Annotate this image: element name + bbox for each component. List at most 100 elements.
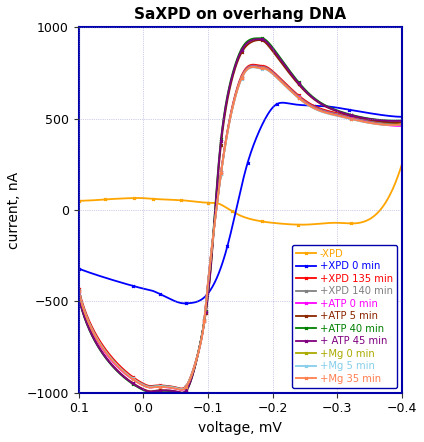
- +Mg 35 min: [254, 65, 259, 70]
- +Mg 0 min: [399, 122, 404, 127]
- +ATP 0 min: [175, 387, 180, 392]
- +Mg 5 min: [151, 384, 156, 389]
- +ATP 0 min: [237, 80, 242, 85]
- +XPD 0 min: [264, 113, 269, 118]
- + ATP 45 min: [237, 52, 242, 57]
- +ATP 40 min: [273, 48, 278, 53]
- +ATP 0 min: [251, 64, 256, 69]
- +Mg 35 min: [208, 255, 213, 261]
- +ATP 0 min: [151, 385, 156, 390]
- +XPD 140 min: [175, 385, 180, 391]
- +XPD 135 min: [76, 286, 81, 291]
- +XPD 135 min: [208, 255, 213, 260]
- X-axis label: voltage, mV: voltage, mV: [198, 421, 282, 435]
- +Mg 35 min: [273, 73, 278, 78]
- +Mg 5 min: [179, 387, 184, 392]
- Line: +Mg 0 min: +Mg 0 min: [77, 65, 403, 391]
- +XPD 140 min: [251, 63, 256, 68]
- +Mg 5 min: [399, 122, 404, 127]
- +ATP 5 min: [151, 388, 156, 393]
- + ATP 45 min: [76, 293, 81, 299]
- +Mg 0 min: [251, 64, 256, 69]
- -XPD: [399, 162, 404, 167]
- + ATP 45 min: [179, 390, 184, 396]
- +ATP 40 min: [179, 391, 184, 396]
- +XPD 140 min: [208, 255, 213, 260]
- +ATP 5 min: [179, 390, 184, 395]
- +Mg 5 min: [237, 81, 242, 86]
- +XPD 140 min: [76, 288, 81, 293]
- +Mg 35 min: [399, 122, 404, 127]
- +XPD 0 min: [183, 301, 188, 306]
- Y-axis label: current, nA: current, nA: [7, 171, 21, 248]
- +ATP 5 min: [211, 232, 216, 238]
- +Mg 5 min: [175, 386, 180, 391]
- +Mg 0 min: [175, 386, 180, 391]
- +ATP 0 min: [399, 123, 404, 129]
- +XPD 0 min: [399, 114, 404, 119]
- +XPD 0 min: [215, 273, 220, 278]
- +XPD 0 min: [280, 100, 285, 105]
- +Mg 0 min: [151, 384, 156, 389]
- +XPD 140 min: [399, 121, 404, 126]
- +XPD 135 min: [151, 383, 156, 389]
- Legend: -XPD, +XPD 0 min, +XPD 135 min, +XPD 140 min, +ATP 0 min, +ATP 5 min, +ATP 40 mi: -XPD, +XPD 0 min, +XPD 135 min, +XPD 140…: [292, 245, 397, 388]
- +ATP 5 min: [273, 52, 278, 57]
- +Mg 0 min: [273, 73, 278, 78]
- +ATP 40 min: [254, 36, 259, 41]
- Line: + ATP 45 min: + ATP 45 min: [77, 38, 403, 394]
- +XPD 135 min: [399, 120, 404, 125]
- +ATP 5 min: [237, 54, 242, 59]
- -XPD: [142, 195, 147, 201]
- +XPD 0 min: [151, 289, 156, 294]
- Title: SaXPD on overhang DNA: SaXPD on overhang DNA: [134, 7, 346, 22]
- +ATP 0 min: [76, 290, 81, 295]
- +XPD 140 min: [179, 386, 184, 392]
- +Mg 35 min: [151, 385, 156, 390]
- +ATP 40 min: [211, 228, 216, 233]
- Line: +ATP 0 min: +ATP 0 min: [77, 65, 403, 391]
- +ATP 40 min: [175, 390, 180, 395]
- -XPD: [299, 222, 304, 227]
- Line: +XPD 0 min: +XPD 0 min: [77, 101, 403, 305]
- +Mg 35 min: [76, 289, 81, 294]
- +XPD 135 min: [237, 78, 242, 84]
- +Mg 5 min: [254, 65, 259, 70]
- Line: +ATP 5 min: +ATP 5 min: [77, 39, 403, 394]
- -XPD: [271, 220, 276, 225]
- Line: -XPD: -XPD: [77, 163, 403, 226]
- +Mg 0 min: [208, 255, 213, 261]
- +Mg 0 min: [237, 80, 242, 86]
- -XPD: [76, 198, 81, 204]
- +XPD 135 min: [179, 386, 184, 391]
- +XPD 140 min: [237, 79, 242, 84]
- +ATP 0 min: [273, 72, 278, 78]
- +Mg 5 min: [251, 65, 256, 70]
- +ATP 40 min: [258, 35, 263, 41]
- +Mg 5 min: [273, 73, 278, 79]
- + ATP 45 min: [257, 37, 262, 42]
- Line: +XPD 135 min: +XPD 135 min: [77, 63, 403, 390]
- +XPD 140 min: [273, 72, 278, 77]
- +Mg 0 min: [254, 65, 259, 70]
- +XPD 0 min: [76, 266, 81, 271]
- +XPD 0 min: [292, 102, 297, 107]
- -XPD: [190, 199, 195, 204]
- +Mg 5 min: [208, 255, 213, 261]
- +ATP 5 min: [257, 38, 262, 43]
- +XPD 135 min: [273, 71, 278, 76]
- +ATP 40 min: [237, 50, 242, 55]
- +ATP 0 min: [179, 387, 184, 392]
- +Mg 35 min: [237, 81, 242, 86]
- -XPD: [125, 196, 130, 201]
- +Mg 35 min: [179, 387, 184, 392]
- +ATP 5 min: [76, 293, 81, 299]
- Line: +Mg 35 min: +Mg 35 min: [77, 65, 403, 391]
- + ATP 45 min: [211, 229, 216, 234]
- +ATP 40 min: [151, 389, 156, 394]
- +XPD 140 min: [151, 384, 156, 389]
- Line: +XPD 140 min: +XPD 140 min: [77, 64, 403, 390]
- +XPD 135 min: [254, 62, 259, 68]
- +XPD 0 min: [175, 299, 180, 305]
- +ATP 5 min: [175, 389, 180, 394]
